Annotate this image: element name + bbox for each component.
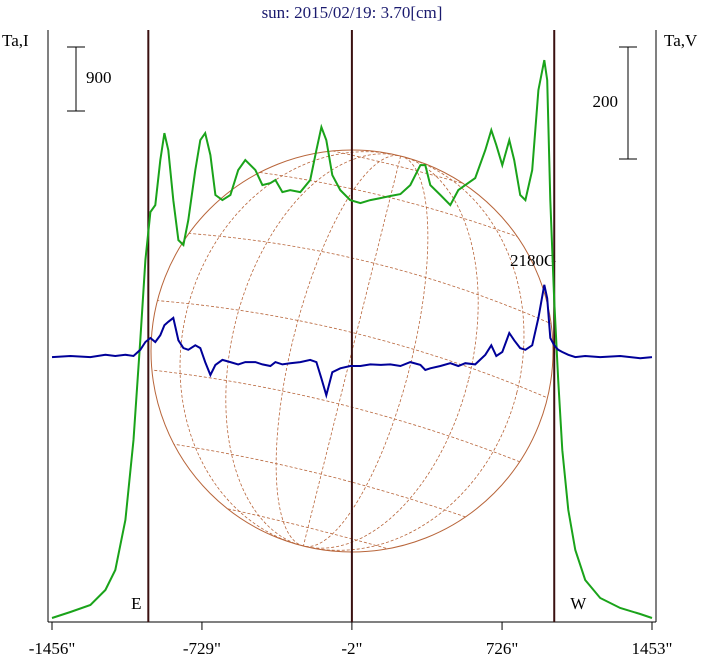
scale-bar-label: 900 [86, 68, 112, 87]
series-line [51, 59, 653, 619]
chart-title: sun: 2015/02/19: 3.70[cm] [262, 3, 443, 22]
x-tick-label: -729" [183, 639, 221, 658]
scale-bar-label: 200 [593, 92, 619, 111]
x-tick-label: 726" [486, 639, 518, 658]
limb-label: E [131, 594, 141, 613]
x-tick-label: -1456" [29, 639, 76, 658]
x-tick-label: 1453" [632, 639, 673, 658]
series-line [51, 284, 653, 399]
limb-label: W [570, 594, 587, 613]
y2-axis-label: Ta,V [664, 31, 698, 50]
annotation: 2180G [510, 251, 556, 270]
y-axis-label: Ta,I [2, 31, 29, 50]
x-tick-label: -2" [341, 639, 362, 658]
